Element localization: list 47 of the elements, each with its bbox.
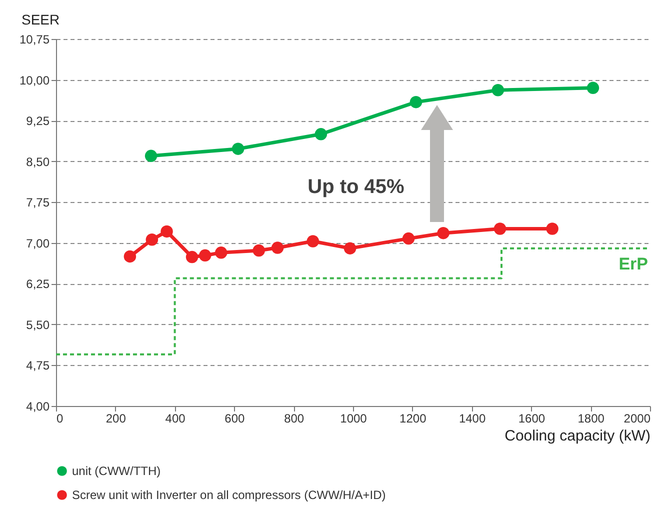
x-tick-label: 1000	[340, 412, 368, 426]
point	[586, 82, 600, 94]
x-axis-title: Cooling capacity (kW)	[504, 428, 650, 444]
y-tick-label: 8,50	[26, 154, 50, 169]
point	[232, 142, 244, 155]
point	[314, 128, 328, 140]
x-tick-label: 2000	[624, 412, 651, 426]
point	[546, 222, 558, 235]
point	[144, 150, 158, 162]
point	[215, 246, 228, 259]
x-tick-label: 200	[106, 412, 126, 426]
x-tick-label: 600	[224, 412, 246, 426]
x-tick-label: 400	[165, 412, 186, 426]
point	[494, 222, 506, 235]
point	[252, 244, 265, 257]
point	[410, 96, 422, 108]
annotation: Up to 45%	[308, 176, 405, 198]
legend-label: Screw unit with Inverter on all compressors (CWW/H/A+ID)	[72, 488, 386, 502]
point	[344, 242, 356, 254]
legend-label: unit (CWW/TTH)	[72, 464, 161, 478]
x-tick-label: 800	[284, 412, 304, 426]
y-tick-label: 5,50	[26, 318, 50, 332]
y-axis-title: SEER	[22, 12, 60, 28]
x-tick-label: 1400	[458, 412, 486, 426]
point	[186, 250, 198, 264]
point	[160, 225, 173, 238]
point	[271, 242, 284, 254]
y-tick-label: 7,75	[26, 196, 50, 210]
point	[306, 235, 320, 248]
point	[146, 234, 158, 246]
y-tick-label: 10,75	[19, 32, 50, 46]
y-tick-label: 7,00	[26, 236, 50, 250]
series-label: ErP	[618, 254, 648, 274]
point	[124, 250, 136, 263]
y-tick-label: 10,00	[19, 73, 50, 88]
point	[402, 232, 415, 245]
point	[492, 84, 504, 96]
x-tick-label: 1800	[578, 412, 605, 426]
y-tick-label: 9,25	[26, 114, 50, 128]
y-tick-label: 4,75	[26, 358, 50, 373]
point	[437, 226, 450, 240]
y-tick-label: 4,00	[26, 400, 50, 414]
point	[198, 249, 212, 262]
y-tick-label: 6,25	[26, 277, 50, 292]
x-tick-label: 1200	[400, 412, 427, 426]
x-tick-label: 1600	[518, 412, 546, 426]
x-tick-label: 0	[56, 412, 64, 426]
